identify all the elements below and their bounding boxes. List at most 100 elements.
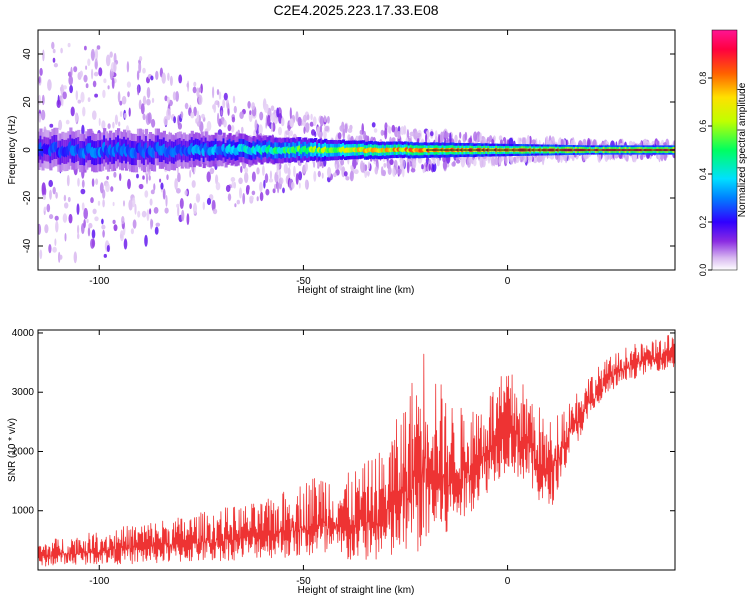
- heatmap-cell: [393, 159, 398, 170]
- heatmap-cell: [138, 183, 144, 190]
- heatmap-cell: [85, 83, 89, 89]
- heatmap-cell: [61, 96, 64, 107]
- heatmap-cell: [247, 101, 251, 109]
- heatmap-cell: [92, 110, 97, 120]
- heatmap-cell: [119, 230, 124, 242]
- heatmap-cell: [244, 171, 249, 184]
- heatmap-cell: [58, 119, 63, 131]
- heatmap-cell: [258, 124, 263, 135]
- heatmap-cell: [391, 137, 396, 143]
- heatmap-cell: [134, 203, 137, 215]
- heatmap-cell: [51, 41, 55, 50]
- heatmap-cell: [139, 56, 143, 62]
- heatmap-cell: [209, 167, 215, 175]
- snr-series-line: [38, 335, 675, 567]
- heatmap-cell: [391, 124, 396, 133]
- heatmap-cell: [95, 178, 99, 185]
- heatmap-cell: [63, 85, 67, 90]
- heatmap-cell: [508, 137, 514, 146]
- heatmap-cell: [149, 198, 153, 206]
- heatmap-cell: [526, 134, 530, 146]
- heatmap-cell: [52, 48, 56, 54]
- heatmap-cell: [272, 188, 276, 194]
- heatmap-cell: [60, 47, 63, 54]
- heatmap-cell: [62, 91, 67, 100]
- heatmap-cell: [306, 114, 310, 121]
- heatmap-cell: [47, 79, 52, 91]
- heatmap-cell: [59, 86, 63, 92]
- heatmap-cell: [69, 85, 73, 94]
- heatmap-cell: [560, 153, 563, 163]
- heatmap-cell: [321, 172, 324, 179]
- heatmap-cell: [141, 210, 147, 218]
- heatmap-cell: [126, 81, 131, 88]
- heatmap-cell: [227, 108, 230, 116]
- colorbar-tick-label: 0.4: [698, 168, 708, 181]
- heatmap-cell: [76, 203, 80, 215]
- heatmap-cell: [276, 164, 280, 171]
- heatmap-cell: [140, 103, 145, 115]
- heatmap-cell: [77, 177, 80, 187]
- heatmap-cell: [131, 197, 136, 208]
- heatmap-cell: [90, 48, 95, 61]
- heatmap-cell: [112, 121, 115, 129]
- heatmap-cell: [138, 61, 142, 74]
- heatmap-cell: [363, 130, 367, 141]
- heatmap-cell: [64, 232, 67, 242]
- heatmap-cell: [153, 183, 156, 191]
- heatmap-cell: [127, 178, 131, 190]
- heatmap-cell: [179, 198, 184, 209]
- heatmap-cell: [113, 171, 117, 178]
- heatmap-cell: [193, 81, 197, 87]
- heatmap-cell: [231, 181, 235, 189]
- heatmap-cell: [217, 129, 223, 137]
- heatmap-cell: [92, 80, 97, 88]
- heatmap-cell: [277, 183, 280, 194]
- heatmap-cell: [494, 157, 499, 166]
- heatmap-cell: [189, 169, 192, 178]
- heatmap-cell: [101, 120, 106, 130]
- colorbar-tick-label: 0.6: [698, 120, 708, 133]
- heatmap-cell: [137, 210, 141, 218]
- heatmap-cell: [107, 123, 111, 129]
- heatmap-cell: [302, 164, 306, 174]
- heatmap-cell: [55, 220, 59, 233]
- heatmap-cell: [312, 116, 317, 127]
- y-tick-label: -40: [22, 238, 33, 253]
- heatmap-cell: [241, 126, 244, 134]
- heatmap-cell: [42, 194, 46, 200]
- colorbar-ticks: 0.0 0.2 0.4 0.6 0.8: [698, 72, 712, 276]
- colorbar-label: Normalized spectral amplitude: [737, 82, 748, 217]
- heatmap-cell: [195, 193, 201, 203]
- heatmap-cell: [138, 99, 142, 110]
- heatmap-cell: [231, 116, 236, 123]
- heatmap-cell: [146, 98, 151, 106]
- heatmap-cell: [360, 160, 364, 172]
- heatmap-cell: [94, 93, 98, 98]
- heatmap-cell: [150, 75, 154, 81]
- heatmap-cell: [657, 153, 661, 160]
- heatmap-cell: [97, 200, 101, 206]
- heatmap-cell: [101, 218, 104, 225]
- heatmap-cell: [305, 122, 310, 133]
- heatmap-cell: [83, 219, 86, 229]
- snr-y-label: SNR (10 * v/v): [7, 418, 18, 482]
- heatmap-cell: [49, 123, 54, 128]
- heatmap-cell: [387, 166, 392, 175]
- heatmap-cell: [656, 140, 660, 146]
- x-tick-label: -50: [296, 276, 311, 287]
- heatmap-cell: [55, 192, 58, 199]
- heatmap-cell: [505, 156, 508, 165]
- heatmap-cell: [293, 165, 296, 178]
- heatmap-cell: [233, 105, 237, 114]
- heatmap-cell: [117, 91, 121, 103]
- heatmap-cell: [233, 181, 236, 189]
- heatmap-cell: [103, 253, 108, 258]
- heatmap-cell: [347, 128, 353, 133]
- heatmap-cell: [532, 155, 538, 164]
- heatmap-cell: [473, 131, 478, 142]
- heatmap-cell: [63, 194, 67, 202]
- heatmap-cell: [126, 61, 130, 73]
- heatmap-cell: [276, 107, 279, 118]
